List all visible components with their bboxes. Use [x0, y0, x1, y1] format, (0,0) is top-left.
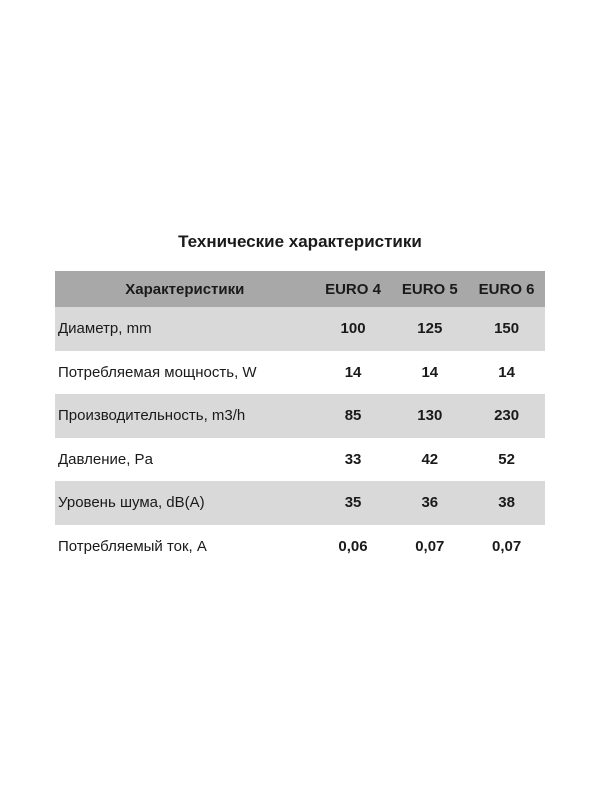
row-label: Давление, Pa	[58, 450, 153, 468]
row-value: 0,06	[338, 537, 368, 555]
row-value: 42	[421, 450, 439, 468]
row-value: 38	[468, 481, 545, 525]
header-euro4: EURO 4	[314, 271, 392, 307]
table-row: Давление, Pa 33 42 52	[55, 438, 545, 482]
row-label: Уровень шума, dB(A)	[55, 481, 315, 525]
row-value: 0,07	[492, 537, 522, 555]
row-value: 14	[421, 363, 439, 381]
table-header: Характеристики EURO 4 EURO 5 EURO 6	[55, 271, 545, 307]
row-value: 130	[391, 394, 469, 438]
table-row: Производительность, m3/h 85 130 230	[55, 394, 545, 438]
table-row: Уровень шума, dB(A) 35 36 38	[55, 481, 545, 525]
row-label: Потребляемая мощность, W	[58, 363, 257, 381]
row-value: 35	[314, 481, 392, 525]
table-row: Диаметр, mm 100 125 150	[55, 307, 545, 351]
header-euro5: EURO 5	[391, 271, 469, 307]
row-value: 36	[391, 481, 469, 525]
row-value: 52	[498, 450, 515, 468]
row-value: 14	[344, 363, 362, 381]
row-value: 100	[314, 307, 392, 351]
row-value: 150	[468, 307, 545, 351]
specs-table: Характеристики EURO 4 EURO 5 EURO 6 Диам…	[55, 271, 545, 568]
table-row: Потребляемая мощность, W 14 14 14	[55, 351, 545, 395]
row-label: Производительность, m3/h	[55, 394, 315, 438]
header-euro6: EURO 6	[468, 271, 545, 307]
row-value: 14	[498, 363, 515, 381]
page-title: Технические характеристики	[178, 232, 422, 251]
table-row: Потребляемый ток, A 0,06 0,07 0,07	[55, 525, 545, 569]
row-label: Диаметр, mm	[55, 307, 315, 351]
row-value: 0,07	[415, 537, 445, 555]
row-label: Потребляемый ток, A	[58, 537, 207, 555]
row-value: 125	[391, 307, 469, 351]
header-characteristics: Характеристики	[55, 271, 315, 307]
row-value: 33	[344, 450, 362, 468]
row-value: 85	[314, 394, 392, 438]
row-value: 230	[468, 394, 545, 438]
